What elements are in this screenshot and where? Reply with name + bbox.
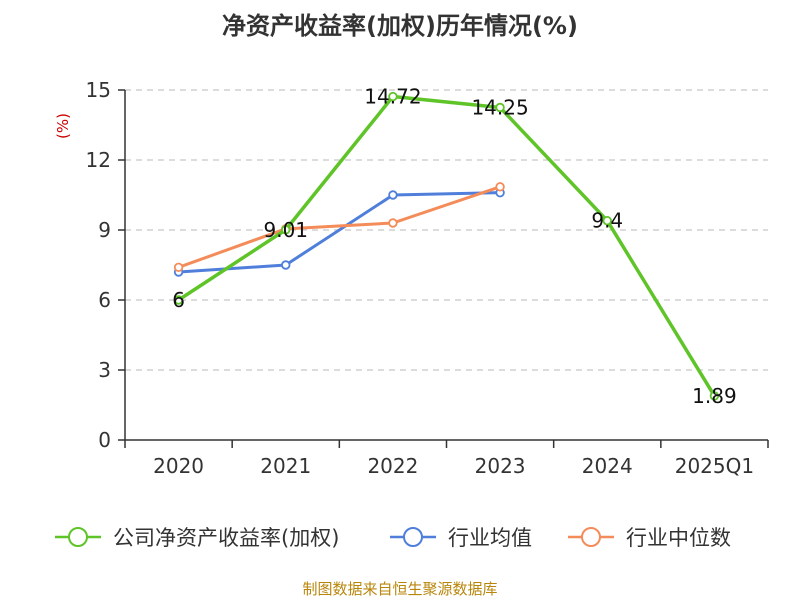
legend-marker-1	[403, 527, 423, 547]
data-point-0	[709, 391, 720, 401]
grid-lines	[125, 89, 768, 371]
data-point-0	[281, 225, 291, 235]
chart-title: 净资产收益率(加权)历年情况(%)	[222, 12, 578, 40]
legend-marker-2	[581, 527, 601, 547]
legend: 公司净资产收益率(加权) 行业均值 行业中位数	[55, 526, 731, 550]
data-label: 6	[172, 288, 185, 312]
data-point-0	[602, 215, 612, 226]
legend-label-2: 行业中位数	[626, 526, 731, 550]
legend-label-1: 行业均值	[448, 526, 532, 550]
data-label: 1.89	[692, 384, 737, 408]
data-label: 14.72	[364, 85, 421, 109]
data-labels: 6 9.01 14.72 14.25 9.4 1.89	[172, 85, 736, 408]
data-point-1	[281, 260, 291, 270]
x-tick-label: 2025Q1	[675, 454, 754, 478]
y-tick-label: 6	[98, 288, 111, 312]
x-tick-label: 2021	[260, 454, 311, 478]
series-line-1	[177, 191, 502, 274]
data-label: 9.4	[591, 209, 623, 233]
series-lines	[173, 91, 720, 401]
data-label: 14.25	[471, 96, 528, 120]
data-source-note: 制图数据来自恒生聚源数据库	[302, 580, 497, 598]
data-point-0	[173, 295, 184, 305]
legend-label-0: 公司净资产收益率(加权)	[113, 526, 339, 550]
x-tick-label: 2020	[153, 454, 204, 478]
series-line-0	[176, 94, 717, 398]
data-point-2	[173, 262, 184, 273]
y-tick-label: 0	[98, 428, 111, 452]
data-label: 9.01	[263, 218, 308, 242]
series-line-2	[177, 185, 502, 269]
y-axis-unit-label: (%)	[54, 113, 72, 139]
axes: 0 3 6 9 12 15 2020 2021 2022 2023 2024 2025Q1	[86, 78, 769, 478]
data-point-2	[495, 182, 505, 192]
x-tick-label: 2022	[367, 454, 418, 478]
y-tick-label: 12	[86, 148, 111, 172]
y-tick-label: 9	[98, 218, 111, 242]
y-tick-label: 3	[98, 358, 111, 382]
x-tick-label: 2024	[582, 454, 633, 478]
legend-marker-0	[68, 527, 88, 547]
y-tick-label: 15	[86, 78, 111, 102]
data-point-0	[495, 102, 505, 113]
data-point-1	[388, 190, 398, 200]
x-tick-label: 2023	[475, 454, 526, 478]
data-point-0	[388, 91, 398, 102]
data-point-2	[388, 218, 398, 228]
